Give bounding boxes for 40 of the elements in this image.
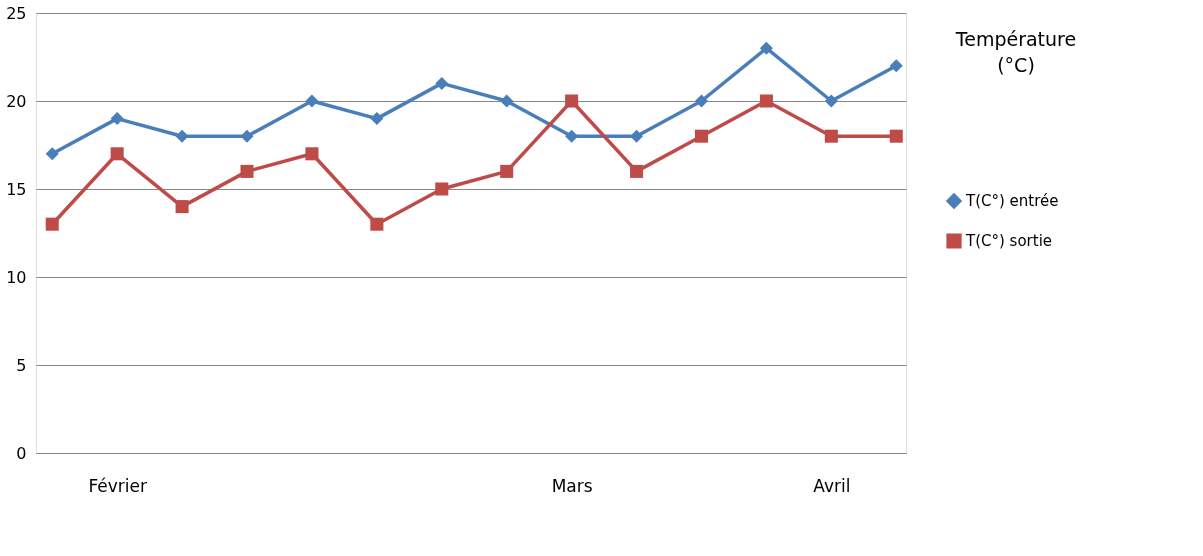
point xyxy=(175,129,189,143)
y-tick-label: 5 xyxy=(16,355,27,375)
legend-label: T(C°) entrée xyxy=(965,192,1059,210)
y-tick-label: 0 xyxy=(16,443,27,463)
y-tick-label: 10 xyxy=(6,267,27,287)
point xyxy=(370,217,384,231)
point xyxy=(305,147,319,161)
point xyxy=(240,164,254,178)
point xyxy=(824,129,838,143)
x-tick-label: Avril xyxy=(813,475,851,496)
point xyxy=(45,147,59,161)
point xyxy=(500,94,514,108)
point xyxy=(694,129,708,143)
y-tick-label: 15 xyxy=(6,179,27,199)
point xyxy=(694,94,708,108)
point xyxy=(824,94,838,108)
point xyxy=(370,112,384,126)
legend-label: T(C°) sortie xyxy=(965,232,1053,250)
point xyxy=(759,94,773,108)
point xyxy=(305,94,319,108)
text: Température (°C) xyxy=(954,28,1077,76)
point xyxy=(889,129,903,143)
point xyxy=(630,129,644,143)
x-tick-label: Février xyxy=(88,475,147,496)
point xyxy=(500,164,514,178)
point xyxy=(565,129,579,143)
point xyxy=(759,41,773,55)
y-tick-label: 25 xyxy=(6,3,27,23)
point xyxy=(110,112,124,126)
point xyxy=(565,94,579,108)
point xyxy=(110,147,124,161)
point xyxy=(435,76,449,90)
point xyxy=(435,182,449,196)
y-tick-label: 20 xyxy=(6,91,27,111)
point xyxy=(175,200,189,214)
point xyxy=(889,59,903,73)
point xyxy=(45,217,59,231)
x-tick-label: Mars xyxy=(551,475,593,496)
point xyxy=(240,129,254,143)
point xyxy=(630,164,644,178)
